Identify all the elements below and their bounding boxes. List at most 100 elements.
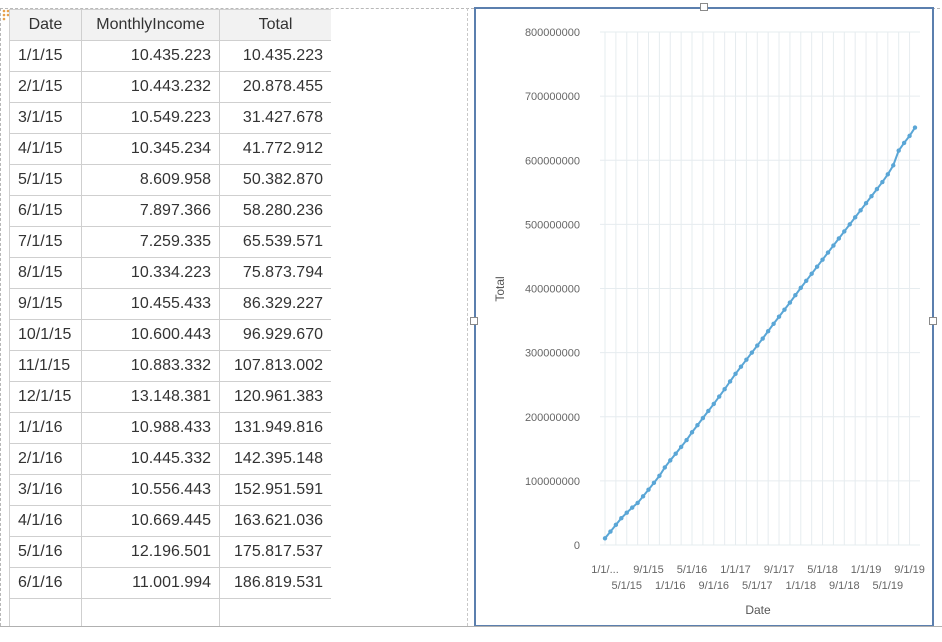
data-point xyxy=(771,321,776,326)
cell-date[interactable]: 6/1/15 xyxy=(9,195,82,227)
resize-handle-top[interactable] xyxy=(700,3,708,11)
cell-total[interactable]: 50.382.870 xyxy=(219,164,331,196)
table-row: 4/1/15 10.345.234 41.772.912 xyxy=(9,133,331,165)
cell-total[interactable]: 186.819.531 xyxy=(219,567,331,599)
cell-date[interactable]: 6/1/16 xyxy=(9,567,82,599)
data-point xyxy=(793,293,798,298)
cell-total[interactable]: 163.621.036 xyxy=(219,505,331,537)
cell-monthly-income[interactable]: 10.883.332 xyxy=(81,350,220,382)
cell-monthly-income[interactable]: 7.259.335 xyxy=(81,226,220,258)
cell-date[interactable]: 10/1/15 xyxy=(9,319,82,351)
cell-monthly-income[interactable]: 10.443.232 xyxy=(81,71,220,103)
x-tick-label: 5/1/17 xyxy=(742,580,773,592)
cell-date[interactable]: 4/1/16 xyxy=(9,505,82,537)
resize-handle-left[interactable] xyxy=(470,317,478,325)
cell-monthly-income[interactable]: 10.455.433 xyxy=(81,288,220,320)
data-point xyxy=(711,401,716,407)
cell-monthly-income[interactable]: 10.345.234 xyxy=(81,133,220,165)
cell-total[interactable]: 65.539.571 xyxy=(219,226,331,258)
cell-date[interactable]: 4/1/15 xyxy=(9,133,82,165)
cell-date[interactable]: 7/1/15 xyxy=(9,226,82,258)
data-point xyxy=(896,148,901,153)
data-point xyxy=(629,505,635,510)
cell-total[interactable]: 75.873.794 xyxy=(219,257,331,289)
cell-total[interactable]: 31.427.678 xyxy=(219,102,331,134)
cell-total[interactable]: 152.951.591 xyxy=(219,474,331,506)
data-point xyxy=(689,430,695,435)
cell-date[interactable]: 9/1/15 xyxy=(9,288,82,320)
data-point xyxy=(760,336,765,341)
data-point xyxy=(912,125,918,130)
cell-total[interactable] xyxy=(219,598,331,626)
data-table-container[interactable]: Date MonthlyIncome Total 1/1/15 10.435.22… xyxy=(9,9,331,626)
cell-total[interactable]: 20.878.455 xyxy=(219,71,331,103)
data-point xyxy=(678,444,684,450)
table-row: 8/1/15 10.334.223 75.873.794 xyxy=(9,257,331,289)
column-header-date[interactable]: Date xyxy=(9,9,82,41)
cell-monthly-income[interactable]: 7.897.366 xyxy=(81,195,220,227)
cell-date[interactable]: 1/1/16 xyxy=(9,412,82,444)
chart-panel[interactable]: 0 100000000 200000000 300000000 400000000 500… xyxy=(474,7,934,627)
cell-total[interactable]: 96.929.670 xyxy=(219,319,331,351)
cell-monthly-income[interactable] xyxy=(81,598,220,626)
resize-handle-right[interactable] xyxy=(929,317,937,325)
y-tick-label: 500000000 xyxy=(525,219,580,231)
x-tick-label: 1/1/19 xyxy=(851,564,882,576)
data-point xyxy=(755,343,760,348)
x-tick-label: 1/1/16 xyxy=(655,580,686,592)
cell-monthly-income[interactable]: 10.669.445 xyxy=(81,505,220,537)
cell-monthly-income[interactable]: 10.600.443 xyxy=(81,319,220,351)
cell-total[interactable]: 107.813.002 xyxy=(219,350,331,382)
table-row: 12/1/15 13.148.381 120.961.383 xyxy=(9,381,331,413)
cell-monthly-income[interactable]: 8.609.958 xyxy=(81,164,220,196)
table-row: 3/1/16 10.556.443 152.951.591 xyxy=(9,474,331,506)
data-point xyxy=(651,480,657,486)
cell-monthly-income[interactable]: 10.988.433 xyxy=(81,412,220,444)
cell-total[interactable]: 175.817.537 xyxy=(219,536,331,568)
x-tick-label: 9/1/18 xyxy=(829,580,860,592)
cell-date[interactable] xyxy=(9,598,82,626)
column-header-monthly-income[interactable]: MonthlyIncome xyxy=(81,9,220,41)
data-point xyxy=(820,257,825,262)
cell-date[interactable]: 2/1/16 xyxy=(9,443,82,475)
table-header-row: Date MonthlyIncome Total xyxy=(9,9,331,41)
data-point xyxy=(602,536,608,541)
cell-monthly-income[interactable]: 12.196.501 xyxy=(81,536,220,568)
cell-monthly-income[interactable]: 10.556.443 xyxy=(81,474,220,506)
column-header-total[interactable]: Total xyxy=(219,9,331,41)
x-tick-label: 9/1/16 xyxy=(698,580,729,592)
cell-date[interactable]: 2/1/15 xyxy=(9,71,82,103)
cell-monthly-income[interactable]: 11.001.994 xyxy=(81,567,220,599)
data-point xyxy=(787,300,793,305)
cell-date[interactable]: 5/1/16 xyxy=(9,536,82,568)
cell-date[interactable]: 3/1/16 xyxy=(9,474,82,506)
cell-total[interactable]: 86.329.227 xyxy=(219,288,331,320)
cell-monthly-income[interactable]: 10.435.223 xyxy=(81,40,220,72)
cell-monthly-income[interactable]: 10.549.223 xyxy=(81,102,220,134)
cell-monthly-income[interactable]: 13.148.381 xyxy=(81,381,220,413)
data-point xyxy=(684,437,689,443)
cell-total[interactable]: 131.949.816 xyxy=(219,412,331,444)
cell-date[interactable]: 11/1/15 xyxy=(9,350,82,382)
table-row: 2/1/16 10.445.332 142.395.148 xyxy=(9,443,331,475)
data-point xyxy=(749,350,755,355)
cell-monthly-income[interactable]: 10.445.332 xyxy=(81,443,220,475)
cell-total[interactable]: 120.961.383 xyxy=(219,381,331,413)
cell-total[interactable]: 41.772.912 xyxy=(219,133,331,165)
cell-date[interactable]: 12/1/15 xyxy=(9,381,82,413)
cell-date[interactable]: 1/1/15 xyxy=(9,40,82,72)
cell-total[interactable]: 58.280.236 xyxy=(219,195,331,227)
data-point xyxy=(613,522,619,528)
cell-date[interactable]: 3/1/15 xyxy=(9,102,82,134)
data-point xyxy=(706,408,711,414)
table-row: 4/1/16 10.669.445 163.621.036 xyxy=(9,505,331,537)
data-point xyxy=(744,357,749,362)
cell-date[interactable]: 8/1/15 xyxy=(9,257,82,289)
cell-monthly-income[interactable]: 10.334.223 xyxy=(81,257,220,289)
cell-date[interactable]: 5/1/15 xyxy=(9,164,82,196)
sheet-frame xyxy=(0,8,940,626)
cell-total[interactable]: 10.435.223 xyxy=(219,40,331,72)
data-point xyxy=(717,394,722,399)
y-tick-label: 0 xyxy=(574,540,580,552)
cell-total[interactable]: 142.395.148 xyxy=(219,443,331,475)
